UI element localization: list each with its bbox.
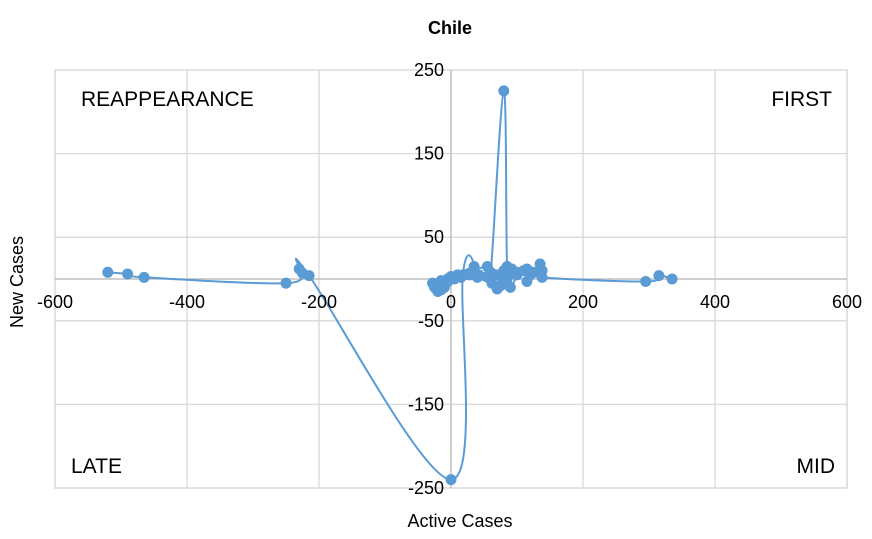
data-point: [427, 277, 439, 289]
data-point: [122, 268, 134, 280]
y-tick-label: -250: [408, 478, 444, 498]
data-point: [504, 281, 516, 293]
x-tick-label: -600: [37, 292, 73, 312]
data-series: [102, 85, 678, 486]
data-point: [102, 266, 114, 278]
data-point: [468, 260, 480, 272]
quadrant-labels: REAPPEARANCE FIRST LATE MID: [71, 88, 835, 478]
x-tick-label: 400: [700, 292, 730, 312]
data-point: [280, 277, 292, 289]
y-tick-label: 250: [414, 60, 444, 80]
x-tick-label: 200: [568, 292, 598, 312]
x-tick-label: 0: [446, 292, 456, 312]
y-tick-label: 150: [414, 144, 444, 164]
x-tick-label: -200: [301, 292, 337, 312]
series-line: [107, 89, 673, 481]
data-point: [666, 273, 678, 285]
y-axis-label: New Cases: [7, 236, 27, 328]
data-point: [536, 271, 548, 283]
data-point: [498, 85, 510, 97]
data-point: [445, 474, 457, 486]
quadrant-label-top-left: REAPPEARANCE: [81, 88, 254, 111]
data-point: [653, 270, 665, 282]
x-tick-label: 600: [832, 292, 862, 312]
x-axis-label: Active Cases: [407, 511, 512, 531]
quadrant-label-bottom-left: LATE: [71, 455, 122, 478]
tick-labels: -600 -400 -200 0 200 400 600 250 150 50 -50 -150 -25…: [37, 60, 862, 498]
y-tick-label: -150: [408, 394, 444, 414]
data-point: [528, 266, 539, 278]
quadrant-label-top-right: FIRST: [771, 88, 832, 111]
chart-title: Chile: [428, 18, 472, 38]
data-point: [455, 271, 467, 283]
data-point: [463, 269, 475, 281]
data-point: [640, 276, 652, 288]
data-point: [138, 271, 150, 283]
data-point: [473, 269, 485, 281]
data-point: [481, 270, 493, 282]
x-tick-label: -400: [169, 292, 205, 312]
data-point: [303, 270, 315, 282]
y-tick-label: -50: [418, 311, 444, 331]
y-tick-label: 50: [424, 227, 444, 247]
quadrant-label-bottom-right: MID: [797, 455, 836, 478]
